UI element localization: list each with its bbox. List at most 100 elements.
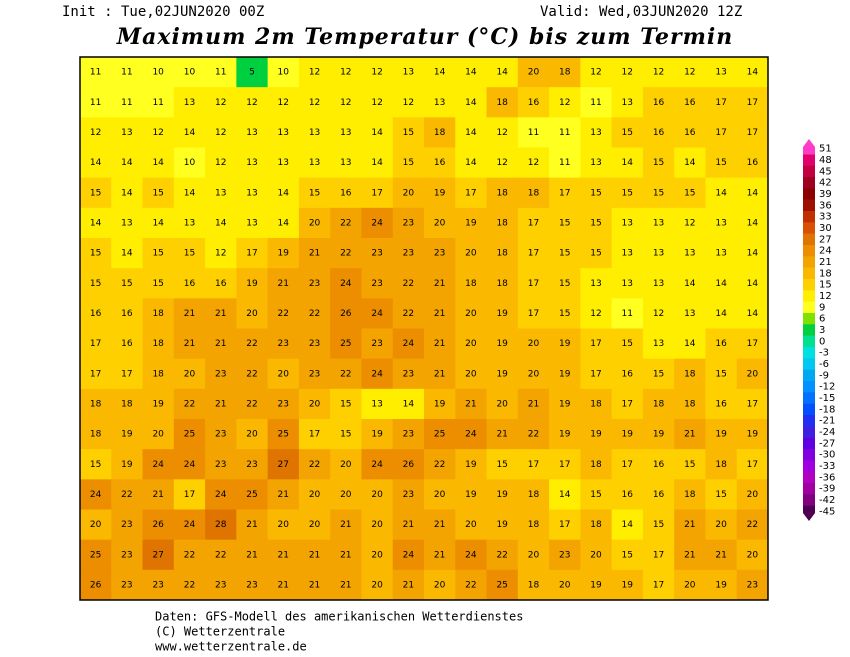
temperature-cell [267, 509, 300, 541]
temperature-label: 15 [340, 430, 351, 440]
temperature-cell [424, 479, 456, 510]
temperature-label: 18 [528, 490, 540, 500]
temperature-cell [236, 87, 269, 118]
temperature-cell [549, 268, 581, 299]
temperature-label: 14 [747, 68, 759, 78]
temperature-cell [642, 117, 675, 148]
temperature-cell [517, 268, 550, 299]
temperature-label: 18 [90, 430, 102, 440]
temperature-label: 22 [403, 309, 414, 319]
temperature-cell [611, 268, 644, 299]
temperature-label: 17 [747, 399, 758, 409]
temperature-cell [517, 479, 550, 510]
temperature-label: 13 [622, 98, 633, 108]
temperature-cell [674, 207, 706, 239]
temperature-label: 14 [715, 188, 727, 198]
temperature-cell [111, 87, 144, 118]
legend-label: -33 [819, 461, 835, 472]
temperature-cell [236, 449, 269, 480]
legend-label: 3 [819, 325, 825, 336]
temperature-cell [486, 298, 519, 329]
temperature-label: 13 [715, 68, 726, 78]
temperature-label: 22 [309, 460, 320, 470]
temperature-cell [549, 509, 581, 541]
temperature-cell [611, 238, 644, 269]
temperature-label: 18 [528, 188, 540, 198]
temperature-label: 19 [559, 369, 571, 379]
temperature-cell [267, 419, 300, 450]
temperature-cell [642, 238, 675, 269]
temperature-label: 23 [403, 490, 414, 500]
temperature-cell [455, 509, 488, 541]
temperature-cell [330, 298, 362, 329]
temperature-label: 21 [340, 550, 351, 560]
temperature-label: 5 [249, 68, 255, 78]
legend-label: -36 [819, 472, 835, 483]
temperature-label: 16 [653, 460, 665, 470]
temperature-cell [267, 147, 300, 179]
temperature-label: 15 [152, 188, 163, 198]
temperature-cell [517, 147, 550, 179]
temperature-cell [424, 117, 456, 148]
legend-label: 36 [819, 200, 832, 211]
temperature-cell [486, 569, 519, 601]
temperature-label: 23 [434, 249, 445, 259]
temperature-label: 25 [434, 430, 445, 440]
temperature-cell [142, 147, 175, 179]
temperature-cell [642, 449, 675, 480]
temperature-cell [424, 298, 456, 329]
temperature-label: 22 [465, 580, 476, 590]
temperature-label: 24 [152, 460, 164, 470]
temperature-label: 21 [246, 520, 257, 530]
temperature-label: 19 [559, 339, 571, 349]
temperature-cell [424, 539, 456, 571]
temperature-cell [80, 539, 112, 571]
temperature-cell [455, 539, 488, 571]
temperature-cell [111, 238, 144, 269]
temperature-label: 21 [309, 249, 320, 259]
temperature-label: 21 [309, 580, 320, 590]
temperature-label: 14 [747, 309, 759, 319]
temperature-label: 12 [278, 98, 289, 108]
temperature-label: 23 [371, 279, 382, 289]
temperature-label: 24 [340, 279, 352, 289]
temperature-cell [267, 87, 300, 118]
temperature-cell [455, 57, 488, 88]
temperature-cell [173, 238, 206, 269]
temperature-cell [173, 479, 206, 510]
legend-label: -9 [819, 370, 829, 381]
temperature-label: 25 [246, 490, 257, 500]
temperature-label: 13 [340, 128, 351, 138]
temperature-label: 23 [747, 580, 758, 590]
temperature-label: 18 [528, 580, 540, 590]
temperature-cell [455, 479, 488, 510]
temperature-cell [455, 388, 488, 420]
legend-label: -15 [819, 393, 835, 404]
temperature-cell [330, 87, 362, 118]
temperature-label: 13 [340, 158, 351, 168]
temperature-cell [705, 358, 738, 390]
temperature-label: 20 [715, 520, 727, 530]
temperature-cell [611, 147, 644, 179]
temperature-cell [486, 328, 519, 360]
temperature-label: 13 [684, 309, 695, 319]
temperature-cell [517, 87, 550, 118]
temperature-cell [80, 57, 112, 88]
temperature-cell [330, 147, 362, 179]
temperature-label: 24 [465, 430, 477, 440]
temperature-cell [392, 419, 425, 450]
temperature-label: 15 [559, 249, 570, 259]
temperature-label: 12 [528, 158, 539, 168]
temperature-cell [392, 147, 425, 179]
temperature-cell [580, 298, 613, 329]
temperature-cell [674, 479, 706, 510]
temperature-label: 19 [496, 339, 508, 349]
temperature-cell [424, 207, 456, 239]
temperature-cell [580, 509, 613, 541]
temperature-cell [736, 449, 769, 480]
temperature-cell [424, 449, 456, 480]
temperature-label: 12 [684, 68, 695, 78]
temperature-label: 11 [121, 98, 132, 108]
temperature-cell [549, 117, 581, 148]
temperature-cell [611, 358, 644, 390]
